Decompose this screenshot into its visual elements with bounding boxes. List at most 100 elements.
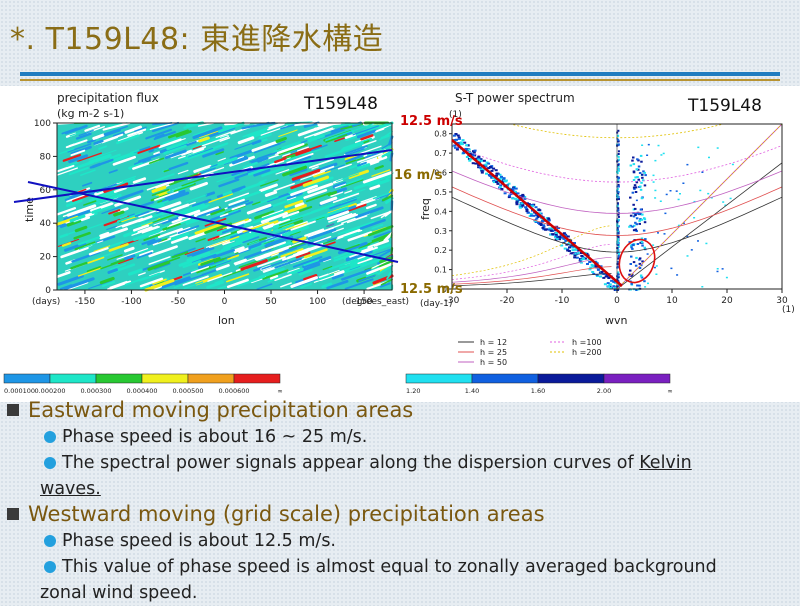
spec-power-cell	[640, 276, 642, 278]
spec-power-cell	[530, 213, 533, 215]
heading-eastward-text: Eastward moving precipitation areas	[28, 398, 413, 422]
spec-power-cell	[618, 159, 620, 161]
spec-power-cell	[576, 257, 579, 259]
spec-power-cell	[670, 268, 672, 270]
spec-power-cell	[617, 130, 619, 132]
spec-power-cell	[508, 183, 511, 185]
spec-power-cell	[648, 144, 650, 146]
spec-power-cell	[617, 179, 619, 181]
left-plot-title: precipitation flux	[57, 91, 159, 105]
spec-power-cell	[544, 229, 547, 231]
kelvin-curve	[617, 163, 782, 289]
curve-group	[452, 107, 782, 290]
spec-power-cell	[636, 213, 638, 215]
left-colorbar-tick: 0.000600	[218, 387, 249, 395]
legend-label: h =100	[572, 338, 602, 347]
spec-power-cell	[484, 164, 487, 166]
bullet-background-wind: This value of phase speed is almost equa…	[0, 554, 800, 606]
spec-power-cell	[678, 199, 680, 201]
spec-power-cell	[458, 138, 461, 140]
spec-power-cell	[633, 187, 636, 189]
spec-power-cell	[535, 218, 538, 220]
spec-power-cell	[656, 265, 658, 267]
spec-power-cell	[666, 194, 668, 196]
spec-power-cell	[540, 223, 543, 225]
spec-power-cell	[592, 265, 595, 267]
kelvin-link[interactable]: Kelvin	[639, 453, 692, 473]
spec-power-cell	[679, 193, 681, 195]
spec-power-cell	[586, 263, 589, 265]
left-colorbar-tick: 0.000200	[34, 387, 65, 395]
left-xtick-label: -150	[75, 297, 96, 307]
spec-power-cell	[632, 244, 635, 246]
left-xtick-label: 0	[222, 297, 228, 307]
spec-power-cell	[487, 167, 490, 169]
heading-eastward: Eastward moving precipitation areas	[0, 398, 800, 424]
spec-power-cell	[676, 274, 678, 276]
spec-power-cell	[617, 209, 619, 211]
spec-power-cell	[647, 283, 649, 285]
slide-title: *. T159L48: 東進降水構造	[10, 14, 383, 58]
spec-power-cell	[617, 139, 619, 141]
spec-power-cell	[654, 267, 656, 269]
spec-power-cell	[532, 215, 535, 217]
spec-power-cell	[636, 158, 639, 160]
legend-label: h = 25	[480, 348, 507, 357]
spec-power-cell	[641, 174, 644, 176]
spec-power-cell	[660, 201, 662, 203]
spec-power-cell	[632, 204, 635, 206]
spec-power-cell	[641, 214, 644, 216]
spec-power-cell	[660, 154, 662, 156]
left-xtick-label: 50	[265, 297, 277, 307]
spec-power-cell	[633, 163, 636, 165]
right-ytick-label: 0.8	[434, 130, 447, 139]
legend-label: h = 12	[480, 338, 507, 347]
spec-power-cell	[550, 230, 553, 232]
spec-power-cell	[708, 157, 710, 159]
spec-power-cell	[618, 177, 620, 179]
spectrum-plot: S-T power spectrum (1) 00.10.20.30.40.50…	[406, 91, 795, 395]
spec-power-cell	[455, 139, 458, 141]
right-ytick-label: 0.1	[434, 266, 447, 275]
spec-power-cell	[636, 285, 639, 287]
spec-power-cell	[495, 173, 498, 175]
title-rule-gold	[20, 79, 780, 81]
spec-power-cell	[644, 174, 647, 176]
hovmoller-field	[57, 123, 392, 290]
kelvin-link-wrap[interactable]: waves.	[40, 476, 800, 502]
spectrum-phase-line	[452, 140, 622, 286]
spec-power-cell	[573, 256, 576, 258]
spec-power-cell	[521, 205, 524, 207]
spec-power-cell	[535, 206, 538, 208]
spec-power-cell	[466, 156, 469, 158]
spec-power-cell	[607, 282, 610, 284]
spec-power-cell	[643, 280, 646, 282]
right-xtick-label: 10	[666, 296, 678, 306]
spec-power-cell	[653, 181, 655, 183]
spectrum-field	[452, 130, 734, 291]
spec-power-cell	[658, 145, 660, 147]
spec-power-cell	[563, 232, 566, 234]
spec-power-cell	[639, 257, 642, 259]
rossby-curve	[452, 257, 612, 282]
spec-power-cell	[580, 255, 583, 257]
spec-power-cell	[472, 162, 475, 164]
left-xtick-label: 100	[309, 297, 326, 307]
left-xlabel: lon	[218, 314, 235, 327]
right-colorbar-tick: ∞	[667, 387, 672, 395]
spec-power-cell	[634, 176, 637, 178]
spec-power-cell	[653, 175, 655, 177]
spec-power-cell	[670, 190, 672, 192]
left-colorbar-tick: 0.000500	[172, 387, 203, 395]
spec-power-cell	[664, 233, 666, 235]
title-rule-blue	[20, 72, 780, 76]
spec-power-cell	[628, 226, 631, 228]
spec-power-cell	[483, 160, 486, 162]
spec-power-cell	[633, 171, 636, 173]
spec-power-cell	[618, 143, 620, 145]
right-ytick-label: 0.2	[434, 246, 447, 255]
left-colorbar-swatch	[234, 374, 280, 383]
spec-power-cell	[640, 209, 643, 211]
